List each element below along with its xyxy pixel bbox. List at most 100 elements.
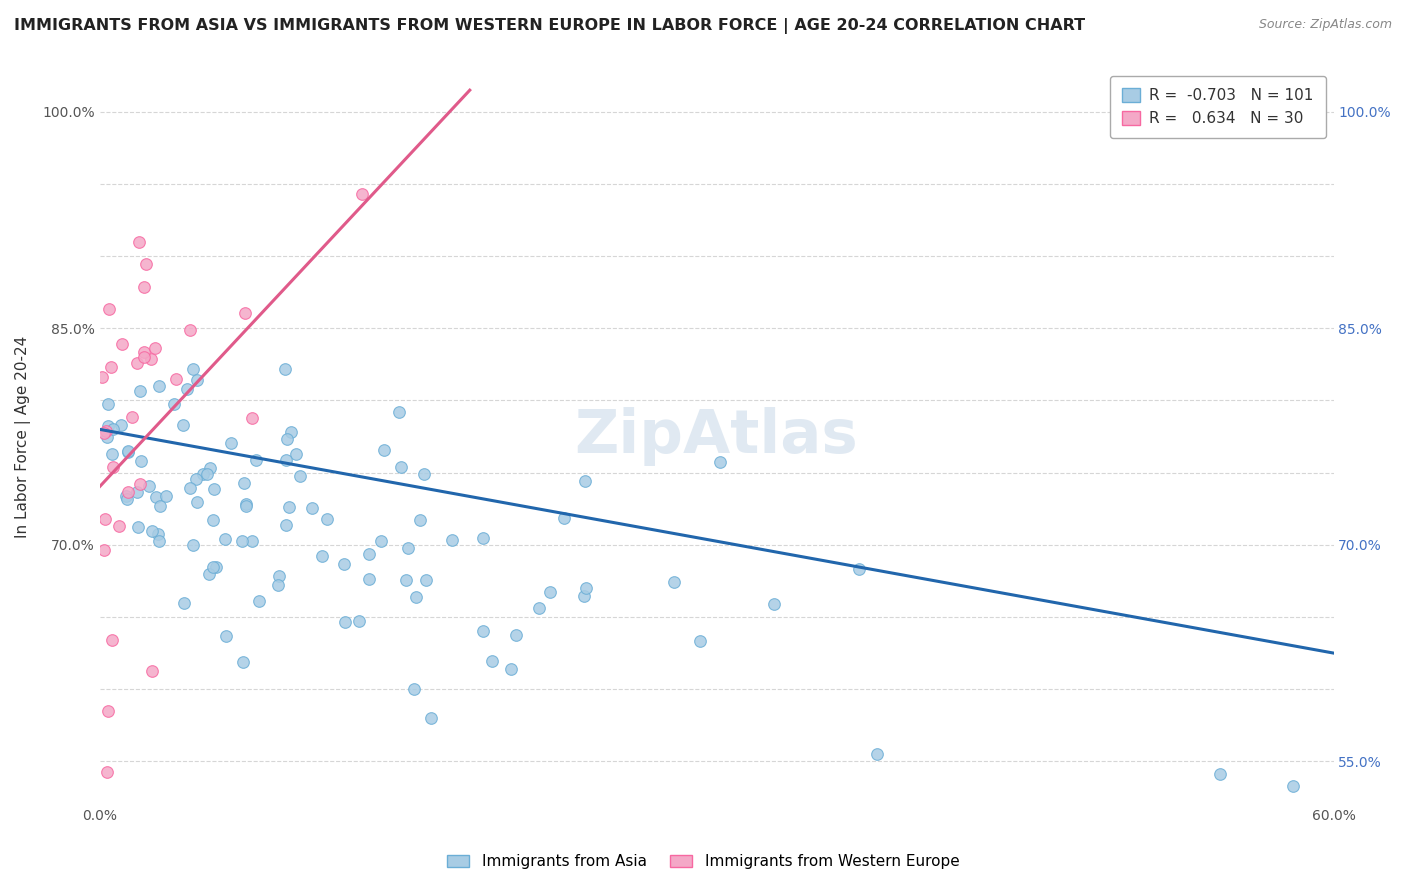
Point — [389, 459, 412, 474]
Point — [274, 362, 297, 376]
Point — [290, 468, 312, 483]
Point — [240, 410, 263, 425]
Point — [198, 461, 221, 475]
Point — [219, 436, 242, 450]
Point — [662, 575, 685, 590]
Point — [394, 574, 416, 588]
Point — [141, 524, 163, 538]
Point — [471, 624, 494, 638]
Text: IMMIGRANTS FROM ASIA VS IMMIGRANTS FROM WESTERN EUROPE IN LABOR FORCE | AGE 20-2: IMMIGRANTS FROM ASIA VS IMMIGRANTS FROM … — [14, 18, 1085, 34]
Point — [405, 591, 427, 605]
Point — [129, 477, 152, 491]
Point — [359, 547, 381, 561]
Point — [129, 384, 152, 398]
Point — [370, 533, 392, 548]
Point — [125, 485, 148, 500]
Point — [173, 596, 195, 610]
Point — [129, 454, 152, 468]
Point — [311, 549, 333, 563]
Point — [193, 467, 215, 481]
Point — [134, 279, 156, 293]
Point — [125, 356, 148, 370]
Point — [117, 492, 139, 507]
Point — [101, 459, 124, 474]
Point — [100, 447, 122, 461]
Point — [276, 518, 298, 533]
Point — [143, 341, 166, 355]
Point — [388, 404, 411, 418]
Text: ZipAtlas: ZipAtlas — [575, 407, 859, 466]
Point — [402, 682, 425, 697]
Point — [97, 397, 120, 411]
Point — [163, 397, 186, 411]
Point — [347, 614, 370, 628]
Legend: Immigrants from Asia, Immigrants from Western Europe: Immigrants from Asia, Immigrants from We… — [440, 848, 966, 875]
Point — [235, 500, 257, 514]
Point — [186, 373, 208, 387]
Point — [333, 557, 356, 571]
Point — [110, 418, 132, 433]
Legend: R =  -0.703   N = 101, R =   0.634   N = 30: R = -0.703 N = 101, R = 0.634 N = 30 — [1109, 76, 1326, 138]
Text: Source: ZipAtlas.com: Source: ZipAtlas.com — [1258, 18, 1392, 31]
Point — [501, 662, 523, 676]
Point — [134, 350, 156, 364]
Point — [101, 633, 124, 648]
Point — [409, 513, 432, 527]
Point — [148, 533, 170, 548]
Point — [96, 430, 118, 444]
Point — [420, 711, 443, 725]
Point — [240, 534, 263, 549]
Point — [181, 538, 204, 552]
Point — [277, 500, 299, 514]
Point — [527, 601, 550, 615]
Point — [132, 344, 155, 359]
Point — [97, 704, 120, 718]
Point — [138, 479, 160, 493]
Point — [179, 481, 201, 495]
Point — [276, 432, 298, 446]
Point — [139, 351, 162, 366]
Point — [866, 747, 889, 761]
Point — [111, 337, 134, 351]
Point — [415, 574, 437, 588]
Point — [233, 476, 256, 491]
Point — [233, 306, 256, 320]
Point — [141, 664, 163, 678]
Point — [121, 410, 143, 425]
Point — [689, 633, 711, 648]
Point — [762, 598, 785, 612]
Point — [267, 578, 290, 592]
Point — [202, 482, 225, 496]
Point — [184, 471, 207, 485]
Point — [97, 419, 120, 434]
Point — [100, 359, 122, 374]
Point — [172, 417, 194, 432]
Point — [117, 445, 139, 459]
Point — [117, 484, 139, 499]
Point — [373, 442, 395, 457]
Point — [214, 629, 236, 643]
Point — [285, 447, 308, 461]
Point — [316, 512, 339, 526]
Point — [280, 425, 302, 440]
Point — [115, 489, 138, 503]
Point — [574, 474, 596, 488]
Point — [1208, 766, 1230, 780]
Point — [198, 567, 221, 582]
Point — [93, 543, 115, 558]
Point — [128, 235, 150, 250]
Point — [98, 302, 121, 317]
Point — [572, 589, 595, 603]
Point — [538, 585, 561, 599]
Point — [90, 370, 112, 384]
Point — [145, 490, 167, 504]
Point — [245, 453, 267, 467]
Point — [352, 187, 374, 202]
Point — [149, 499, 172, 513]
Point — [148, 379, 170, 393]
Point — [235, 497, 257, 511]
Point — [396, 541, 419, 556]
Point — [165, 372, 187, 386]
Point — [333, 615, 356, 629]
Y-axis label: In Labor Force | Age 20-24: In Labor Force | Age 20-24 — [15, 335, 31, 538]
